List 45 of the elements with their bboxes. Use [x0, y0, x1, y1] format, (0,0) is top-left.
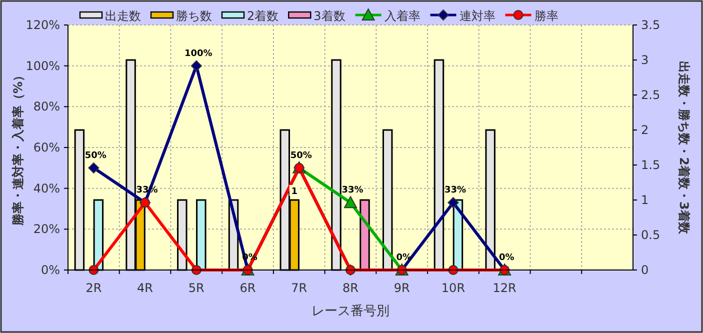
data-label: 50%: [290, 150, 312, 161]
data-label: 50%: [84, 150, 106, 161]
data-label: 0%: [498, 253, 514, 263]
y-axis-title: 勝率・連対率・入着率（%）: [11, 69, 25, 227]
y2-tick-label: 1.5: [641, 158, 660, 172]
legend-label: 入着率: [384, 9, 420, 23]
x-tick-label: 7R: [291, 281, 308, 295]
x-axis-title: レース番号別: [312, 304, 390, 319]
data-label: 33%: [444, 186, 466, 196]
legend-label: 2着数: [247, 9, 279, 23]
y2-tick-label: 2.5: [641, 88, 660, 102]
legend-label: 勝率: [534, 9, 558, 23]
y2-tick-label: 0.5: [641, 228, 660, 242]
x-tick-label: 5R: [188, 281, 204, 295]
legend-label: 3着数: [314, 9, 346, 23]
y-tick-label: 40%: [33, 181, 60, 196]
x-tick-label: 4R: [137, 281, 154, 295]
x-tick-label: 12R: [492, 281, 516, 295]
point: [88, 162, 100, 174]
y2-tick-label: 1: [641, 193, 649, 207]
y-tick-label: 20%: [33, 222, 60, 236]
point: [190, 60, 202, 72]
data-label: 33%: [342, 186, 364, 196]
point: [448, 197, 459, 208]
y2-tick-label: 2: [641, 123, 649, 137]
x-tick-label: 8R: [342, 281, 358, 295]
x-tick-label: 9R: [394, 281, 410, 295]
y-tick-label: 120%: [26, 18, 60, 32]
y-tick-label: 60%: [33, 140, 60, 154]
y2-axis-title: 出走数・勝ち数・2着数・3着数: [677, 61, 691, 235]
data-label: 1: [291, 187, 298, 197]
x-tick-label: 2R: [86, 281, 102, 295]
x-tick-label: 6R: [240, 281, 256, 295]
y2-tick-label: 3: [641, 53, 649, 67]
y2-tick-label: 3.5: [641, 18, 660, 32]
y-tick-label: 80%: [33, 100, 60, 114]
legend-label: 出走数: [105, 9, 141, 23]
data-label: 100%: [184, 48, 212, 59]
y-tick-label: 100%: [26, 58, 60, 73]
legend-label: 連対率: [459, 9, 496, 23]
point: [344, 196, 357, 208]
y-tick-label: 0%: [40, 263, 60, 277]
x-tick-label: 10R: [441, 281, 466, 295]
y2-tick-label: 0: [641, 263, 649, 277]
legend-label: 勝ち数: [176, 9, 212, 23]
